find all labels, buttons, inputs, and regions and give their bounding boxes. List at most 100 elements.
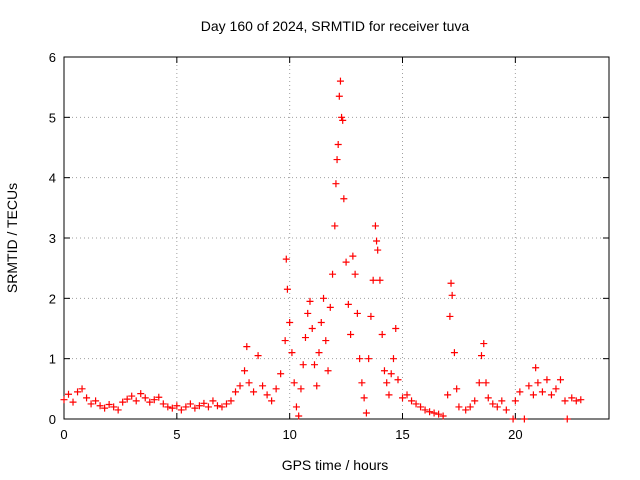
data-point	[383, 379, 391, 387]
data-point	[173, 402, 181, 410]
data-point	[310, 361, 318, 369]
data-point	[182, 403, 190, 411]
data-point	[538, 388, 546, 396]
data-point	[365, 355, 373, 363]
data-point	[380, 367, 388, 375]
data-point	[335, 92, 343, 100]
data-point	[448, 291, 456, 299]
data-point	[333, 156, 341, 164]
data-point	[60, 396, 68, 404]
grid-lines	[64, 57, 609, 419]
data-point	[65, 390, 73, 398]
data-point	[105, 401, 113, 409]
data-point	[168, 404, 176, 412]
data-point	[200, 399, 208, 407]
data-point	[385, 391, 393, 399]
data-point	[561, 397, 569, 405]
data-point	[421, 406, 429, 414]
data-point	[502, 406, 510, 414]
data-point	[489, 400, 497, 408]
data-point	[101, 404, 109, 412]
data-point	[563, 415, 571, 423]
data-point	[516, 388, 524, 396]
data-point	[475, 379, 483, 387]
data-point	[204, 403, 212, 411]
data-point	[236, 382, 244, 390]
data-point	[110, 403, 118, 411]
data-point	[338, 113, 346, 121]
data-point	[317, 318, 325, 326]
x-tick-label: 10	[282, 427, 296, 442]
data-point	[552, 385, 560, 393]
data-point	[250, 388, 258, 396]
chart-title: Day 160 of 2024, SRMTID for receiver tuv…	[201, 18, 470, 34]
data-point	[532, 364, 540, 372]
y-tick-label: 5	[49, 110, 56, 125]
data-point	[164, 403, 172, 411]
data-point	[373, 237, 381, 245]
data-point	[450, 349, 458, 357]
data-point	[408, 397, 416, 405]
data-point	[477, 352, 485, 360]
x-tick-label: 0	[60, 427, 67, 442]
data-point	[119, 398, 127, 406]
data-point	[320, 294, 328, 302]
data-point	[218, 403, 226, 411]
data-point	[329, 270, 337, 278]
data-point	[92, 397, 100, 405]
data-point	[336, 77, 344, 85]
data-point	[412, 400, 420, 408]
data-point	[332, 180, 340, 188]
data-point	[389, 355, 397, 363]
data-point	[227, 397, 235, 405]
data-point	[334, 140, 342, 148]
data-point	[324, 367, 332, 375]
x-tick-label: 5	[173, 427, 180, 442]
data-point	[146, 398, 154, 406]
axis-ticks: 0 5 10 15 20 0 1 2 3 4 5 6	[49, 50, 609, 442]
data-point	[155, 393, 163, 401]
y-tick-label: 1	[49, 352, 56, 367]
data-point	[150, 396, 158, 404]
data-point	[114, 406, 122, 414]
data-point	[568, 394, 576, 402]
data-point	[281, 337, 289, 345]
data-point	[243, 343, 251, 351]
data-point	[137, 390, 145, 398]
data-point	[263, 391, 271, 399]
data-point	[306, 297, 314, 305]
data-point	[297, 385, 305, 393]
data-point	[534, 379, 542, 387]
data-point	[498, 397, 506, 405]
data-point	[232, 388, 240, 396]
data-point	[222, 400, 230, 408]
data-point	[520, 415, 528, 423]
data-point	[241, 367, 249, 375]
data-point	[277, 370, 285, 378]
data-point	[268, 397, 276, 405]
data-point	[399, 394, 407, 402]
data-point	[83, 394, 91, 402]
data-point	[259, 382, 267, 390]
data-point	[378, 331, 386, 339]
data-point	[326, 303, 334, 311]
data-point	[351, 270, 359, 278]
data-point	[78, 385, 86, 393]
data-point	[403, 391, 411, 399]
data-point	[360, 394, 368, 402]
data-point	[96, 402, 104, 410]
data-point	[213, 402, 221, 410]
data-point	[369, 276, 377, 284]
data-point	[141, 394, 149, 402]
data-point	[455, 403, 463, 411]
data-points	[60, 77, 585, 423]
data-point	[177, 406, 185, 414]
data-point	[417, 403, 425, 411]
data-point	[283, 285, 291, 293]
data-point	[362, 409, 370, 417]
data-point	[254, 352, 262, 360]
data-point	[347, 331, 355, 339]
data-point	[290, 379, 298, 387]
data-point	[301, 334, 309, 342]
